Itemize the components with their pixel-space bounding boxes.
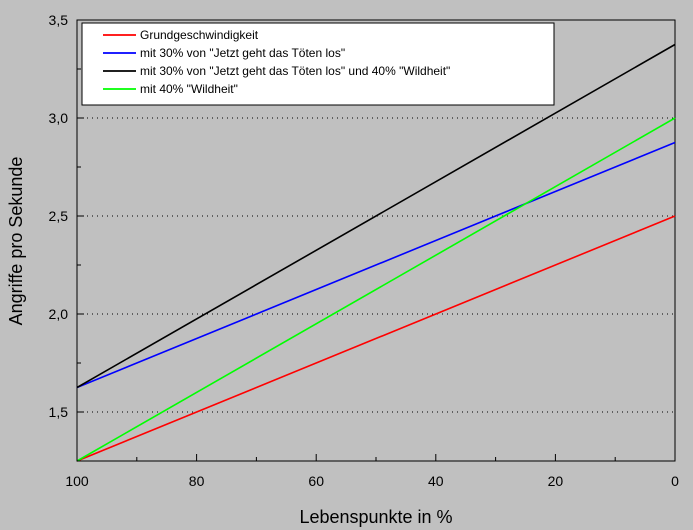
y-axis: 1,5 2,0 2,5 3,0 3,5 <box>49 12 84 462</box>
legend-label: mit 40% "Wildheit" <box>140 82 238 96</box>
x-tick-label: 60 <box>308 473 324 489</box>
y-tick-label: 2,5 <box>49 208 69 224</box>
y-axis-title: Angriffe pro Sekunde <box>6 157 26 326</box>
legend-label: mit 30% von "Jetzt geht das Töten los" <box>140 46 345 60</box>
x-tick-label: 40 <box>428 473 444 489</box>
y-tick-label: 3,0 <box>49 110 69 126</box>
y-tick-label: 2,0 <box>49 306 69 322</box>
y-tick-label: 1,5 <box>49 404 69 420</box>
legend-label: Grundgeschwindigkeit <box>140 28 259 42</box>
y-tick-label: 3,5 <box>49 12 69 28</box>
x-axis-title: Lebenspunkte in % <box>299 507 452 527</box>
x-tick-label: 80 <box>189 473 205 489</box>
series-line <box>76 117 676 462</box>
legend-items: Grundgeschwindigkeit mit 30% von "Jetzt g… <box>103 28 450 96</box>
x-axis: 100 80 60 40 20 0 <box>65 454 679 489</box>
series-line <box>76 43 676 389</box>
series-line <box>76 215 676 462</box>
x-tick-label: 0 <box>671 473 679 489</box>
legend-label: mit 30% von "Jetzt geht das Töten los" u… <box>140 64 450 78</box>
x-tick-label: 20 <box>548 473 564 489</box>
legend-box <box>81 22 555 106</box>
series-line <box>76 141 676 389</box>
legend: Grundgeschwindigkeit mit 30% von "Jetzt g… <box>81 22 555 106</box>
series-lines <box>76 43 676 462</box>
x-tick-label: 100 <box>65 473 89 489</box>
